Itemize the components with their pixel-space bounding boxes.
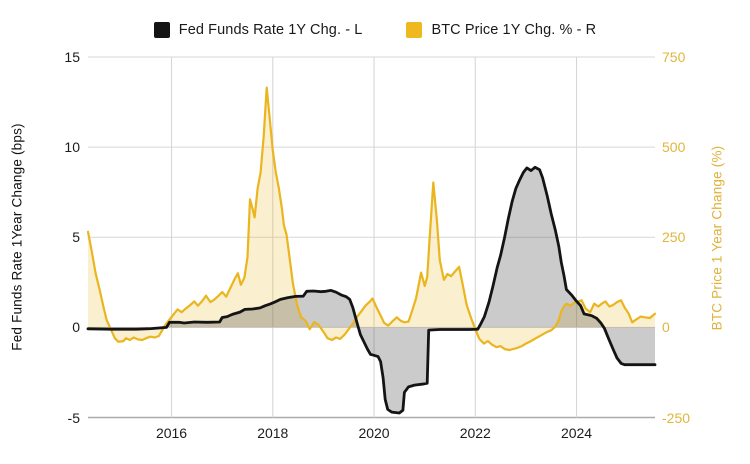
y-left-tick-label: 10	[64, 139, 80, 156]
y-left-tick-label: -5	[67, 409, 80, 426]
fed-funds-line	[86, 165, 657, 415]
x-tick-label: 2018	[257, 425, 289, 441]
y-left-tick-label: 0	[72, 319, 80, 336]
x-tick-label: 2024	[560, 425, 593, 441]
y-right-tick-label: 500	[662, 139, 686, 156]
legend-label-btc-price: BTC Price 1Y Chg. % - R	[431, 22, 597, 38]
chart-legend: Fed Funds Rate 1Y Chg. - L BTC Price 1Y …	[0, 18, 750, 42]
x-tick-label: 2020	[358, 425, 390, 441]
btc-area-fill	[88, 87, 655, 351]
x-tick-label: 2016	[155, 425, 188, 441]
fed-funds-swatch-icon	[153, 22, 170, 38]
legend-label-fed-funds: Fed Funds Rate 1Y Chg. - L	[178, 22, 363, 38]
y-left-tick-label: 15	[64, 49, 80, 65]
y-axis-left-label: Fed Funds Rate 1Year Change (bps)	[9, 123, 25, 351]
y-right-tick-label: 750	[662, 49, 686, 65]
y-axis-right-label: BTC Price 1 Year Change (%)	[709, 145, 725, 331]
legend-item-btc-price: BTC Price 1Y Chg. % - R	[406, 22, 596, 38]
x-tick-label: 2022	[459, 425, 491, 441]
legend-item-fed-funds: Fed Funds Rate 1Y Chg. - L	[153, 22, 363, 38]
fed-funds-area-fill	[88, 167, 655, 413]
y-right-tick-label: 0	[662, 319, 670, 336]
btc-price-line	[86, 86, 657, 352]
y-left-tick-label: 5	[72, 229, 80, 246]
btc-price-swatch-icon	[406, 22, 423, 38]
y-right-tick-label: 250	[662, 229, 686, 246]
y-right-tick-label: -250	[662, 409, 691, 426]
